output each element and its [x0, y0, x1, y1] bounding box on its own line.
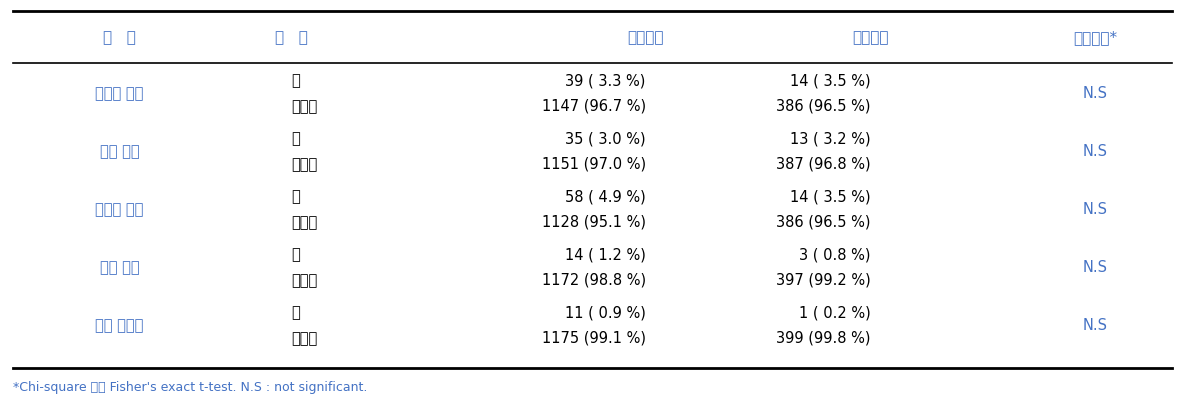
- Text: 아니오: 아니오: [292, 331, 318, 346]
- Text: 가슴 답답함: 가슴 답답함: [96, 318, 143, 333]
- Text: 아니오: 아니오: [292, 273, 318, 288]
- Text: 58 ( 4.9 %): 58 ( 4.9 %): [565, 189, 646, 204]
- Text: N.S: N.S: [1082, 86, 1108, 101]
- Text: 14 ( 3.5 %): 14 ( 3.5 %): [789, 73, 870, 88]
- Text: 기상후 기침: 기상후 기침: [96, 86, 143, 101]
- Text: 11 ( 0.9 %): 11 ( 0.9 %): [565, 305, 646, 320]
- Text: 397 (99.2 %): 397 (99.2 %): [775, 273, 870, 288]
- Text: 아니오: 아니오: [292, 99, 318, 114]
- Text: 13 ( 3.2 %): 13 ( 3.2 %): [789, 131, 870, 146]
- Text: 3 ( 0.8 %): 3 ( 0.8 %): [799, 247, 870, 262]
- Text: 노출지역: 노출지역: [627, 30, 664, 45]
- Text: 평소 가래: 평소 가래: [100, 260, 140, 275]
- Text: 14 ( 3.5 %): 14 ( 3.5 %): [789, 189, 870, 204]
- Text: 예: 예: [292, 247, 300, 262]
- Text: 비교지역: 비교지역: [852, 30, 889, 45]
- Text: 35 ( 3.0 %): 35 ( 3.0 %): [565, 131, 646, 146]
- Text: *Chi-square 또는 Fisher's exact t-test. N.S : not significant.: *Chi-square 또는 Fisher's exact t-test. N.…: [13, 381, 367, 394]
- Text: 1172 (98.8 %): 1172 (98.8 %): [542, 273, 646, 288]
- Text: 예: 예: [292, 305, 300, 320]
- Text: 1175 (99.1 %): 1175 (99.1 %): [542, 331, 646, 346]
- Text: 구   분: 구 분: [275, 30, 307, 45]
- Text: N.S: N.S: [1082, 202, 1108, 217]
- Text: 1 ( 0.2 %): 1 ( 0.2 %): [799, 305, 870, 320]
- Text: 평소 기침: 평소 기침: [100, 144, 140, 159]
- Text: 386 (96.5 %): 386 (96.5 %): [776, 99, 870, 114]
- Text: 399 (99.8 %): 399 (99.8 %): [776, 331, 870, 346]
- Text: 기상후 가래: 기상후 가래: [96, 202, 143, 217]
- Text: 1147 (96.7 %): 1147 (96.7 %): [542, 99, 646, 114]
- Text: 14 ( 1.2 %): 14 ( 1.2 %): [565, 247, 646, 262]
- Text: 39 ( 3.3 %): 39 ( 3.3 %): [565, 73, 646, 88]
- Text: 1151 (97.0 %): 1151 (97.0 %): [542, 157, 646, 172]
- Text: 아니오: 아니오: [292, 215, 318, 230]
- Text: N.S: N.S: [1082, 318, 1108, 333]
- Text: 1128 (95.1 %): 1128 (95.1 %): [542, 215, 646, 230]
- Text: 항   목: 항 목: [103, 30, 136, 45]
- Text: 예: 예: [292, 189, 300, 204]
- Text: 유의수준*: 유의수준*: [1072, 30, 1117, 45]
- Text: 예: 예: [292, 131, 300, 146]
- Text: N.S: N.S: [1082, 144, 1108, 159]
- Text: 387 (96.8 %): 387 (96.8 %): [776, 157, 870, 172]
- Text: 아니오: 아니오: [292, 157, 318, 172]
- Text: 예: 예: [292, 73, 300, 88]
- Text: 386 (96.5 %): 386 (96.5 %): [776, 215, 870, 230]
- Text: N.S: N.S: [1082, 260, 1108, 275]
